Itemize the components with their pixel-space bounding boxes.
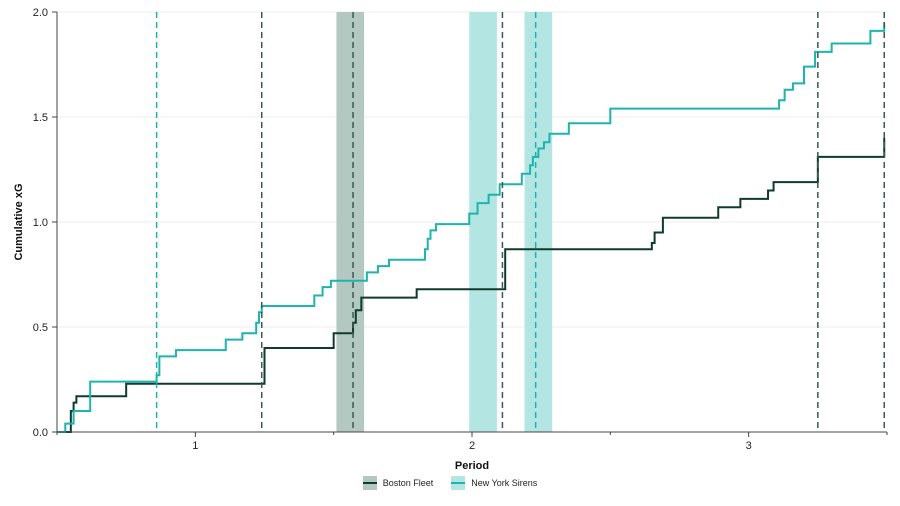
series-line <box>57 22 886 433</box>
legend: Boston Fleet New York Sirens <box>0 476 900 490</box>
shaded-band <box>524 12 553 432</box>
y-tick-label: 2.0 <box>33 7 48 19</box>
series-line <box>57 138 886 433</box>
x-axis-title: Period <box>455 460 489 472</box>
legend-swatch-boston <box>362 476 377 490</box>
legend-item-boston[interactable]: Boston Fleet <box>362 476 434 490</box>
series-lines <box>57 22 886 433</box>
shaded-band <box>336 12 365 432</box>
y-tick-label: 1.5 <box>33 112 48 124</box>
legend-label-boston: Boston Fleet <box>382 478 434 488</box>
x-tick-label: 1 <box>192 440 198 452</box>
legend-label-sirens: New York Sirens <box>471 478 538 488</box>
x-tick-label: 3 <box>746 440 752 452</box>
x-tick-label: 2 <box>469 440 475 452</box>
y-tick-label: 0.5 <box>33 322 48 334</box>
goal-lines <box>155 12 885 432</box>
y-tick-label: 1.0 <box>33 217 48 229</box>
legend-swatch-sirens <box>451 476 466 490</box>
shaded-bands <box>336 12 553 432</box>
legend-item-sirens[interactable]: New York Sirens <box>451 476 537 490</box>
y-tick-label: 0.0 <box>33 427 48 439</box>
y-axis-title: Cumulative xG <box>13 183 25 260</box>
axes: 0.0 0.5 1.0 1.5 2.0 1 2 3 <box>33 7 888 452</box>
shaded-band <box>469 12 497 432</box>
